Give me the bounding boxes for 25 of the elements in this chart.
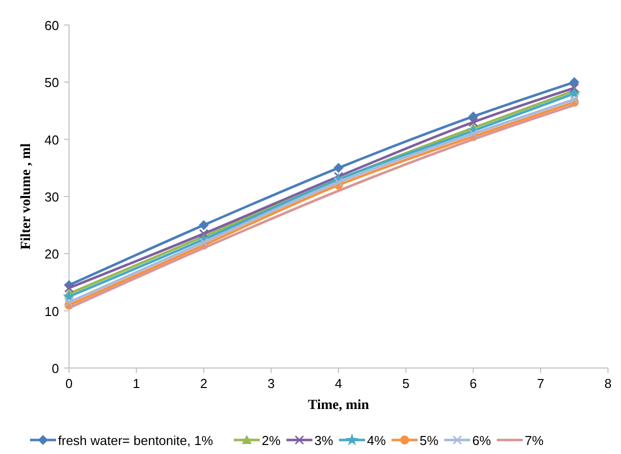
x-tick-label: 0 (65, 376, 73, 391)
x-tick-label: 5 (402, 376, 410, 391)
legend-label: fresh water= bentonite, 1% (58, 433, 214, 448)
legend-label: 5% (420, 433, 439, 448)
y-tick-label: 20 (44, 246, 59, 262)
x-tick-label: 3 (268, 376, 275, 391)
y-tick-label: 60 (44, 18, 59, 33)
legend-label: 2% (262, 433, 282, 448)
x-tick-label: 8 (604, 376, 612, 391)
x-tick-label: 6 (470, 376, 477, 391)
y-tick-label: 30 (44, 190, 59, 204)
y-tick-label: 40 (44, 132, 59, 148)
x-axis-title: Time, min (308, 398, 370, 413)
legend-label: 3% (314, 433, 334, 448)
x-tick-label: 7 (537, 376, 544, 391)
y-tick-label: 50 (44, 75, 59, 90)
legend-label: 7% (524, 433, 544, 448)
y-axis-title: Filter volume , ml (19, 143, 34, 250)
x-tick-label: 2 (200, 376, 208, 391)
y-tick-label: 0 (52, 361, 59, 376)
x-tick-label: 1 (132, 376, 140, 391)
legend-label: 6% (472, 433, 492, 448)
y-tick-label: 10 (44, 304, 59, 319)
legend-label: 4% (367, 433, 386, 448)
x-tick-label: 4 (334, 376, 342, 391)
